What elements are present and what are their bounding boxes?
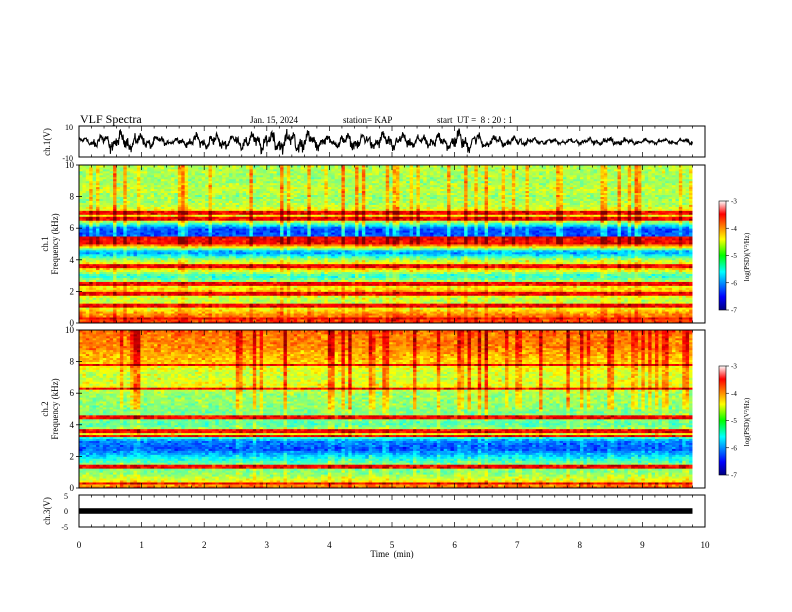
header: VLF Spectra Jan. 15, 2024 station= KAP s… (80, 112, 513, 126)
ch1-waveform-ylabel: ch.1(V) (42, 128, 52, 156)
ch1-ytick-top: 10 (65, 123, 73, 132)
ch1-waveform-line (79, 129, 693, 155)
start-ut-label: start UT = 8 : 20 : 1 (437, 115, 513, 125)
figure-title: VLF Spectra (80, 112, 142, 126)
date-label: Jan. 15, 2024 (250, 115, 298, 125)
ch1-waveform-panel: ch.1(V) 10 -10 (42, 123, 705, 163)
station-label: station= KAP (343, 115, 392, 125)
ch1-spectrogram-image (79, 165, 705, 323)
ch1-waveform-trace (79, 129, 693, 155)
